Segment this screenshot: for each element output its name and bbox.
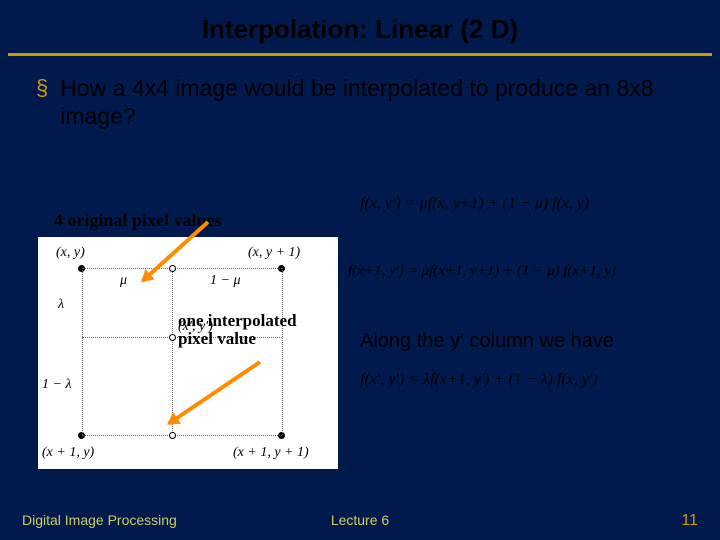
slide-header: Interpolation: Linear (2 D) [0, 0, 720, 56]
label-one-minus-mu: 1 − μ [210, 273, 240, 289]
dline-bottom [82, 435, 282, 436]
footer-left: Digital Image Processing [22, 512, 177, 530]
open-point-top [169, 265, 176, 272]
bullet-item: § How a 4x4 image would be interpolated … [36, 74, 690, 130]
equation-2: f(x+1, y′) = μf(x+1, y+1) + (1 − μ) f(x+… [348, 263, 710, 280]
bullet-text: How a 4x4 image would be interpolated to… [60, 74, 690, 130]
footer-page-number: 11 [681, 512, 698, 530]
equation-3: f(x′, y′) = λf(x+1, y′) + (1 − λ) f(x, y… [360, 371, 710, 389]
equation-1: f(x, y′) = μf(x, y+1) + (1 − μ) f(x, y) [360, 195, 710, 213]
open-point-bottom [169, 432, 176, 439]
content-area: § How a 4x4 image would be interpolated … [0, 56, 720, 130]
footer-center: Lecture 6 [331, 512, 389, 528]
bullet-marker: § [36, 74, 48, 102]
figure-label-interpolated: one interpolated pixel value [178, 312, 297, 348]
slide-title: Interpolation: Linear (2 D) [0, 14, 720, 53]
label-bl: (x + 1, y) [42, 445, 94, 461]
dline-top [82, 268, 282, 269]
dvline-center [172, 268, 173, 435]
slide-footer: Digital Image Processing Lecture 6 11 [0, 512, 720, 530]
label-tl: (x, y) [56, 245, 85, 261]
label-mu: μ [120, 273, 127, 289]
label-lambda: λ [58, 297, 64, 313]
fig-label-mid-l1: one interpolated [178, 311, 297, 330]
interpolation-diagram: (x, y) (x, y + 1) (x + 1, y) (x + 1, y +… [38, 237, 338, 469]
figure-region: 4 original pixel values (x, y) (x, y + 1… [28, 210, 348, 469]
open-point-center [169, 334, 176, 341]
equations-region: f(x, y′) = μf(x, y+1) + (1 − μ) f(x, y) … [360, 195, 710, 389]
label-br: (x + 1, y + 1) [233, 445, 309, 461]
dvline-right [282, 268, 283, 435]
along-column-text: Along the y′ column we have [360, 330, 710, 353]
fig-label-mid-l2: pixel value [178, 329, 256, 348]
label-tr: (x, y + 1) [248, 245, 300, 261]
dvline-left [82, 268, 83, 435]
label-one-minus-lambda: 1 − λ [42, 377, 72, 393]
